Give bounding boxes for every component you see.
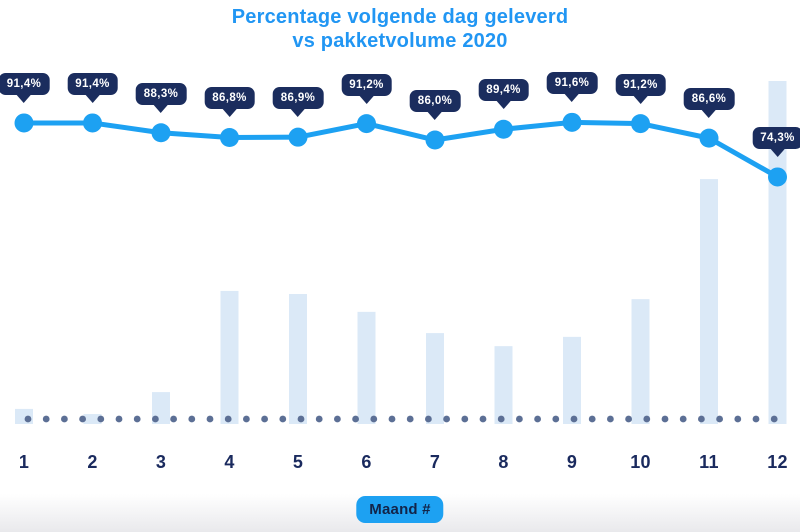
baseline-dot	[607, 415, 614, 423]
baseline-dot	[588, 415, 596, 423]
volume-bar	[631, 299, 650, 424]
baseline-dot	[516, 415, 523, 423]
line-point	[288, 127, 308, 147]
volume-bar	[700, 179, 718, 424]
x-axis-tick: 6	[361, 452, 372, 472]
value-tooltip: 91,4%	[67, 72, 118, 95]
x-axis-tick: 12	[767, 452, 788, 472]
value-tooltip: 86,9%	[272, 87, 324, 110]
baseline-dot	[406, 415, 414, 423]
x-axis-tick: 2	[87, 452, 98, 472]
chart-title-line1: Percentage volgende dag geleverd	[231, 6, 569, 28]
line-point	[14, 113, 34, 133]
value-tooltip: 91,2%	[341, 73, 392, 96]
volume-bar	[289, 294, 307, 424]
baseline-dot	[352, 415, 359, 423]
baseline-dot	[698, 415, 705, 423]
volume-bar	[83, 414, 102, 424]
percentage-line	[21, 119, 780, 180]
baseline-dot	[224, 415, 232, 423]
baseline-dot	[643, 415, 651, 423]
baseline-dot	[443, 415, 450, 423]
line-point	[631, 114, 650, 134]
baseline-dot	[188, 415, 196, 423]
x-axis-tick: 8	[498, 452, 509, 472]
baseline-dot	[206, 415, 214, 423]
line-point	[151, 123, 171, 143]
baseline-dot	[115, 415, 123, 423]
baseline-dot	[97, 415, 105, 423]
line-point	[768, 167, 787, 187]
line-point	[562, 112, 582, 132]
baseline-dot	[461, 415, 469, 423]
value-tooltip: 91,6%	[546, 72, 598, 95]
x-axis-tick: 1	[18, 452, 30, 472]
x-axis-tick: 11	[699, 452, 719, 472]
baseline-dot	[61, 415, 68, 423]
baseline-dot	[734, 415, 742, 423]
baseline-dot	[479, 415, 487, 423]
line-point	[425, 130, 445, 150]
volume-bar	[15, 408, 33, 424]
x-axis-tick: 4	[224, 452, 235, 472]
baseline-dot	[752, 415, 760, 423]
x-axis-tick: 10	[630, 452, 651, 472]
baseline-dot	[716, 415, 723, 423]
baseline-dot	[370, 415, 378, 423]
baseline-dot	[133, 415, 141, 423]
baseline-dot	[661, 415, 669, 423]
line-point	[220, 127, 239, 147]
baseline-dot	[625, 415, 632, 423]
x-axis-tick: 9	[566, 452, 578, 472]
chart-title: Percentage volgende dag geleverd vs pakk…	[0, 5, 800, 54]
baseline-dot	[24, 415, 32, 423]
baseline-dot	[79, 415, 86, 423]
baseline-dot	[42, 415, 50, 423]
x-axis-tick: 5	[292, 452, 304, 472]
baseline-dot	[170, 415, 178, 423]
line-point	[357, 114, 376, 134]
baseline-dot	[388, 415, 396, 423]
value-tooltip: 91,4%	[0, 72, 50, 95]
dotted-baseline	[24, 415, 778, 423]
volume-bar	[494, 346, 513, 424]
baseline-dot	[552, 415, 560, 423]
baseline-dot	[297, 415, 305, 423]
baseline-dot	[770, 415, 778, 423]
volume-bar	[563, 336, 581, 424]
baseline-dot	[152, 415, 159, 423]
volume-bar	[220, 290, 239, 424]
chart-title-line2: vs pakketvolume 2020	[292, 30, 508, 53]
value-tooltip: 88,3%	[135, 82, 187, 105]
line-point	[83, 113, 102, 133]
baseline-dot	[425, 415, 432, 423]
value-tooltip: 86,8%	[204, 87, 255, 110]
value-tooltip: 86,6%	[683, 88, 735, 111]
baseline-dot	[534, 415, 541, 423]
x-axis-tick: 7	[429, 452, 441, 472]
line-point	[494, 119, 513, 139]
volume-bar	[426, 333, 444, 424]
value-tooltip: 86,0%	[409, 90, 461, 112]
baseline-dot	[334, 415, 341, 423]
baseline-dot	[497, 415, 505, 423]
line-point	[699, 128, 719, 148]
value-tooltip: 89,4%	[478, 79, 529, 102]
volume-bar	[357, 311, 376, 424]
x-axis-label-badge: Maand #	[356, 496, 444, 523]
baseline-dot	[279, 415, 287, 423]
baseline-dot	[243, 415, 250, 423]
baseline-dot	[679, 415, 687, 423]
baseline-dot	[261, 415, 268, 423]
x-axis-tick: 3	[155, 452, 167, 472]
baseline-dot	[315, 415, 323, 423]
value-tooltip: 91,2%	[615, 73, 666, 96]
baseline-dot	[570, 415, 578, 423]
value-tooltip: 74,3%	[752, 126, 800, 149]
volume-bar	[768, 81, 787, 424]
